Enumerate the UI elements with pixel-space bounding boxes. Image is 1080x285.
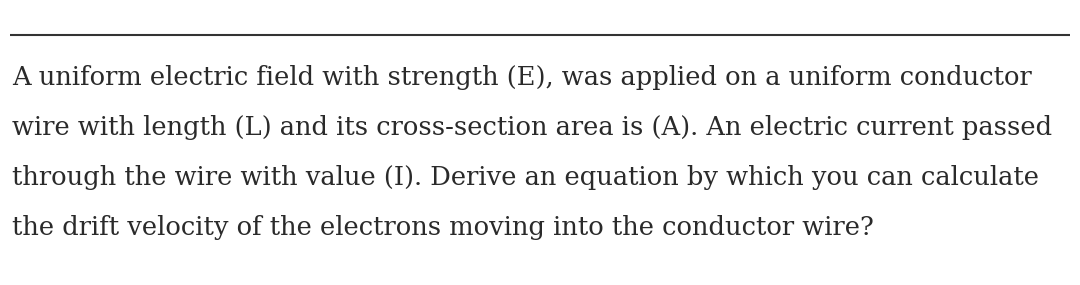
Text: through the wire with value (I). Derive an equation by which you can calculate: through the wire with value (I). Derive …: [12, 165, 1039, 190]
Text: A uniform electric field with strength (E), was applied on a uniform conductor: A uniform electric field with strength (…: [12, 65, 1031, 90]
Text: the drift velocity of the electrons moving into the conductor wire?: the drift velocity of the electrons movi…: [12, 215, 874, 240]
Text: wire with length (L) and its cross-section area is (A). An electric current pass: wire with length (L) and its cross-secti…: [12, 115, 1052, 140]
